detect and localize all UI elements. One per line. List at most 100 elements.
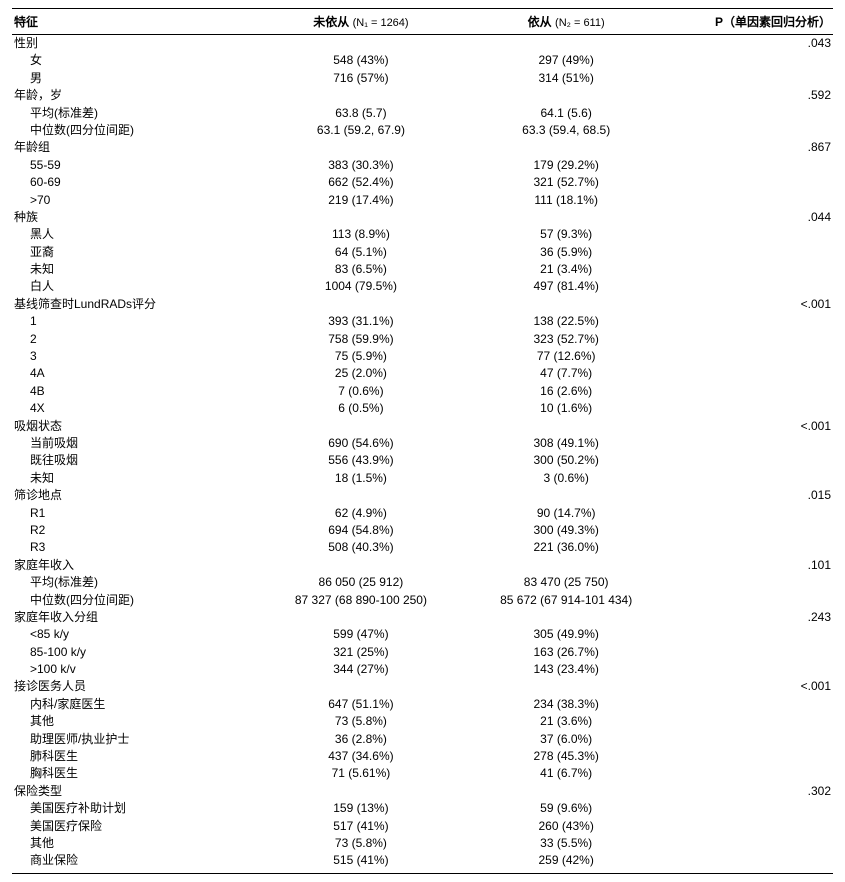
group-row: 年龄，岁.592	[12, 87, 833, 104]
table-row: 商业保险515 (41%)259 (42%)	[12, 852, 833, 873]
table-row: 亚裔64 (5.1%)36 (5.9%)	[12, 244, 833, 261]
row-value-adherent: 33 (5.5%)	[464, 835, 669, 852]
row-value-adherent: 63.3 (59.4, 68.5)	[464, 122, 669, 139]
row-label: 平均(标准差)	[12, 105, 258, 122]
row-label: >70	[12, 192, 258, 209]
p-value: <.001	[669, 678, 833, 695]
table-row: >70219 (17.4%)111 (18.1%)	[12, 192, 833, 209]
row-label: 男	[12, 70, 258, 87]
table-row: 胸科医生71 (5.61%)41 (6.7%)	[12, 765, 833, 782]
row-value-nonadherent: 63.8 (5.7)	[258, 105, 463, 122]
row-value-nonadherent: 219 (17.4%)	[258, 192, 463, 209]
row-value-nonadherent: 694 (54.8%)	[258, 522, 463, 539]
header-col2: 未依从 (N₁ = 1264)	[258, 9, 463, 35]
characteristics-table: 特征 未依从 (N₁ = 1264) 依从 (N₂ = 611) P（单因素回归…	[12, 8, 833, 874]
row-value-nonadherent: 716 (57%)	[258, 70, 463, 87]
row-label: >100 k/v	[12, 661, 258, 678]
row-label: 胸科医生	[12, 765, 258, 782]
row-label: 亚裔	[12, 244, 258, 261]
row-value-adherent: 163 (26.7%)	[464, 644, 669, 661]
group-label: 年龄组	[12, 139, 258, 156]
p-value: .043	[669, 35, 833, 53]
row-label: 黑人	[12, 226, 258, 243]
row-value-adherent: 259 (42%)	[464, 852, 669, 873]
row-value-nonadherent: 6 (0.5%)	[258, 400, 463, 417]
table-row: 白人1004 (79.5%)497 (81.4%)	[12, 278, 833, 295]
group-row: 家庭年收入.101	[12, 557, 833, 574]
table-row: <85 k/y599 (47%)305 (49.9%)	[12, 626, 833, 643]
group-label: 种族	[12, 209, 258, 226]
row-label: 85-100 k/y	[12, 644, 258, 661]
table-row: 1393 (31.1%)138 (22.5%)	[12, 313, 833, 330]
row-value-adherent: 59 (9.6%)	[464, 800, 669, 817]
group-label: 家庭年收入分组	[12, 609, 258, 626]
row-value-adherent: 234 (38.3%)	[464, 696, 669, 713]
row-value-adherent: 138 (22.5%)	[464, 313, 669, 330]
row-label: 55-59	[12, 157, 258, 174]
row-value-nonadherent: 7 (0.6%)	[258, 383, 463, 400]
row-value-nonadherent: 64 (5.1%)	[258, 244, 463, 261]
row-value-adherent: 90 (14.7%)	[464, 505, 669, 522]
row-value-nonadherent: 25 (2.0%)	[258, 365, 463, 382]
row-value-nonadherent: 1004 (79.5%)	[258, 278, 463, 295]
table-row: 助理医师/执业护士36 (2.8%)37 (6.0%)	[12, 731, 833, 748]
row-value-adherent: 64.1 (5.6)	[464, 105, 669, 122]
row-value-adherent: 21 (3.6%)	[464, 713, 669, 730]
row-value-nonadherent: 690 (54.6%)	[258, 435, 463, 452]
table-row: 中位数(四分位间距)63.1 (59.2, 67.9)63.3 (59.4, 6…	[12, 122, 833, 139]
row-value-adherent: 85 672 (67 914-101 434)	[464, 592, 669, 609]
group-label: 筛诊地点	[12, 487, 258, 504]
row-label: 美国医疗补助计划	[12, 800, 258, 817]
row-label: 3	[12, 348, 258, 365]
p-value: .015	[669, 487, 833, 504]
row-value-adherent: 10 (1.6%)	[464, 400, 669, 417]
row-value-nonadherent: 383 (30.3%)	[258, 157, 463, 174]
header-col2-n: (N₁ = 1264)	[353, 17, 409, 29]
table-row: 4X6 (0.5%)10 (1.6%)	[12, 400, 833, 417]
row-value-nonadherent: 662 (52.4%)	[258, 174, 463, 191]
table-row: 内科/家庭医生647 (51.1%)234 (38.3%)	[12, 696, 833, 713]
table-row: 女548 (43%)297 (49%)	[12, 52, 833, 69]
group-label: 吸烟状态	[12, 418, 258, 435]
row-value-nonadherent: 508 (40.3%)	[258, 539, 463, 556]
row-value-nonadherent: 83 (6.5%)	[258, 261, 463, 278]
table-row: 平均(标准差)86 050 (25 912)83 470 (25 750)	[12, 574, 833, 591]
row-value-nonadherent: 437 (34.6%)	[258, 748, 463, 765]
row-value-adherent: 77 (12.6%)	[464, 348, 669, 365]
p-value: .243	[669, 609, 833, 626]
row-value-adherent: 321 (52.7%)	[464, 174, 669, 191]
group-row: 家庭年收入分组 .243	[12, 609, 833, 626]
table-row: 中位数(四分位间距)87 327 (68 890-100 250)85 672 …	[12, 592, 833, 609]
row-value-nonadherent: 18 (1.5%)	[258, 470, 463, 487]
row-value-nonadherent: 73 (5.8%)	[258, 713, 463, 730]
row-value-adherent: 278 (45.3%)	[464, 748, 669, 765]
table-row: 85-100 k/y321 (25%)163 (26.7%)	[12, 644, 833, 661]
row-value-adherent: 497 (81.4%)	[464, 278, 669, 295]
row-value-adherent: 221 (36.0%)	[464, 539, 669, 556]
row-value-nonadherent: 62 (4.9%)	[258, 505, 463, 522]
table-row: 肺科医生437 (34.6%)278 (45.3%)	[12, 748, 833, 765]
p-value: .592	[669, 87, 833, 104]
group-label: 保险类型	[12, 783, 258, 800]
row-label: 平均(标准差)	[12, 574, 258, 591]
table-row: 未知18 (1.5%)3 (0.6%)	[12, 470, 833, 487]
row-value-nonadherent: 73 (5.8%)	[258, 835, 463, 852]
table-row: R162 (4.9%)90 (14.7%)	[12, 505, 833, 522]
table-row: 4A25 (2.0%)47 (7.7%)	[12, 365, 833, 382]
row-label: 中位数(四分位间距)	[12, 592, 258, 609]
row-value-nonadherent: 36 (2.8%)	[258, 731, 463, 748]
row-value-adherent: 143 (23.4%)	[464, 661, 669, 678]
row-value-nonadherent: 758 (59.9%)	[258, 331, 463, 348]
row-value-adherent: 57 (9.3%)	[464, 226, 669, 243]
row-label: 内科/家庭医生	[12, 696, 258, 713]
group-row: 接诊医务人员<.001	[12, 678, 833, 695]
table-row: R3508 (40.3%)221 (36.0%)	[12, 539, 833, 556]
row-label: 60-69	[12, 174, 258, 191]
header-col1: 特征	[12, 9, 258, 35]
table-row: 2758 (59.9%)323 (52.7%)	[12, 331, 833, 348]
row-label: 1	[12, 313, 258, 330]
row-label: 2	[12, 331, 258, 348]
row-value-adherent: 260 (43%)	[464, 818, 669, 835]
row-value-adherent: 297 (49%)	[464, 52, 669, 69]
row-label: 当前吸烟	[12, 435, 258, 452]
